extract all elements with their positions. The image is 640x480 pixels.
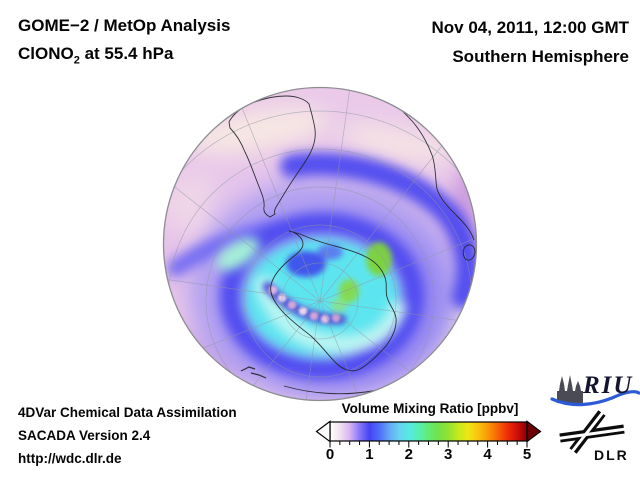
colorbar-tick-label: 1 bbox=[365, 446, 374, 463]
globe-limb bbox=[162, 86, 478, 402]
credits-block: 4DVar Chemical Data Assimilation SACADA … bbox=[18, 401, 237, 470]
riu-logo-text: RIU bbox=[583, 372, 634, 399]
colorbar-left-arrow bbox=[315, 420, 331, 443]
dlr-logo bbox=[557, 410, 627, 454]
riu-logo bbox=[550, 375, 640, 407]
colorbar-tick-label: 3 bbox=[444, 446, 453, 463]
riu-cathedral-icon bbox=[557, 375, 583, 403]
hemisphere-label: Southern Hemisphere bbox=[452, 47, 629, 66]
vortex-blue-bands bbox=[167, 152, 477, 379]
colorbar-tick-label: 4 bbox=[483, 446, 492, 463]
timestamp: Nov 04, 2011, 12:00 GMT bbox=[431, 18, 630, 37]
coast-south-america bbox=[228, 95, 316, 218]
riu-wave-icon bbox=[550, 390, 640, 407]
colorbar-right-arrow bbox=[526, 420, 542, 443]
colorbar bbox=[315, 420, 542, 448]
credit-line-url: http://wdc.dlr.de bbox=[18, 451, 122, 466]
colorbar-gradient bbox=[330, 422, 527, 441]
credit-line-version: SACADA Version 2.4 bbox=[18, 428, 151, 443]
datetime-block: Nov 04, 2011, 12:00 GMT Southern Hemisph… bbox=[432, 13, 630, 71]
dlr-logo-text: DLR bbox=[594, 447, 629, 463]
colorbar-tick-label: 0 bbox=[325, 446, 335, 463]
colorbar-tick-label: 2 bbox=[404, 446, 413, 463]
colorbar-tick-label: 5 bbox=[522, 446, 532, 463]
coastlines bbox=[228, 89, 476, 395]
analysis-title: GOME−2 / MetOp Analysis bbox=[18, 16, 231, 35]
colorbar-title: Volume Mixing Ratio [ppbv] bbox=[341, 401, 519, 416]
title-block: GOME−2 / MetOp Analysis ClONO2 at 55.4 h… bbox=[18, 12, 230, 74]
coast-antarctica bbox=[270, 230, 397, 372]
credit-line-assimilation: 4DVar Chemical Data Assimilation bbox=[18, 405, 237, 420]
coast-madagascar bbox=[462, 244, 476, 261]
coast-new-zealand bbox=[240, 366, 267, 379]
coast-africa bbox=[378, 89, 475, 241]
species-level: ClONO2 at 55.4 hPa bbox=[18, 44, 174, 67]
colorbar-ticks bbox=[329, 441, 528, 448]
